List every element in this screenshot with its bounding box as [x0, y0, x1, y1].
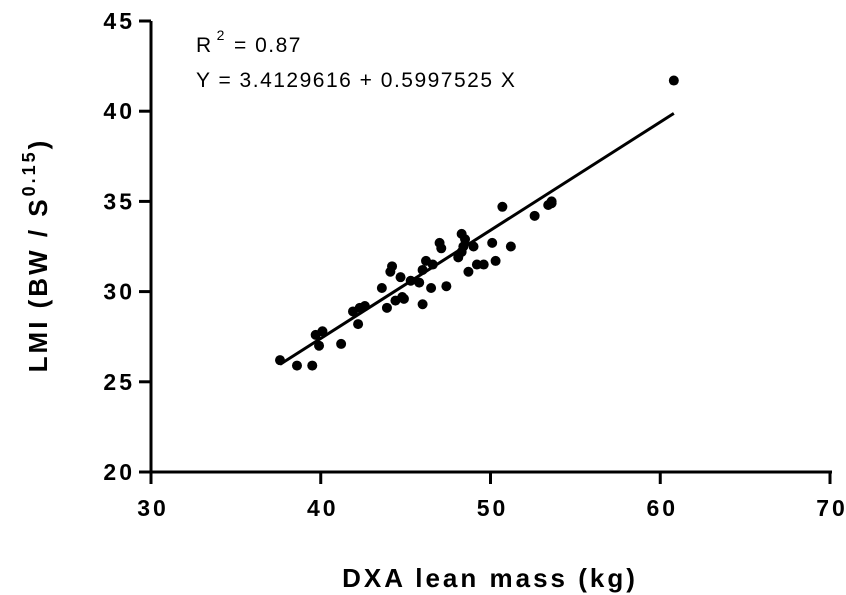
data-point [291, 360, 302, 371]
y-axis-title: LMI (BW / S0.15) [19, 138, 53, 373]
data-point [336, 338, 347, 349]
data-point [314, 340, 325, 351]
y-tick-label: 30 [103, 279, 135, 305]
y-axis-title-close: ) [23, 138, 53, 150]
data-point [359, 301, 370, 312]
y-tick-label: 40 [103, 98, 135, 124]
data-point [417, 299, 428, 310]
y-axis-title-superscript: 0.15 [19, 149, 39, 196]
regression-equation: Y = 3.4129616 + 0.5997525 X [196, 69, 516, 92]
data-point [426, 282, 437, 293]
y-tick-label: 25 [103, 369, 135, 395]
y-axis-title-main: LMI (BW / S [23, 196, 53, 372]
data-point [436, 243, 447, 254]
y-axis-ticks: 20 25 30 35 40 45 [103, 8, 151, 485]
data-point [405, 275, 416, 286]
x-axis-ticks: 30 40 50 60 70 [137, 472, 846, 521]
y-tick-label: 20 [103, 459, 135, 485]
data-point [414, 277, 425, 288]
data-point [376, 282, 387, 293]
r-squared-value: = 0.87 [234, 34, 302, 57]
r-squared-superscript: 2 [217, 27, 226, 43]
data-point [468, 241, 479, 252]
x-tick-label: 70 [816, 495, 846, 521]
data-point [487, 237, 498, 248]
data-point [490, 255, 501, 266]
x-tick-label: 50 [477, 495, 509, 521]
data-points [275, 75, 679, 371]
data-point [395, 272, 406, 283]
data-point [417, 264, 428, 275]
regression-line [279, 112, 675, 366]
data-point [275, 355, 286, 366]
data-point [427, 259, 438, 270]
y-tick-label: 35 [103, 188, 135, 214]
r-squared-annotation: R 2 = 0.87 [196, 27, 302, 57]
data-point [497, 201, 508, 212]
regression-line-group [279, 112, 675, 366]
data-point [307, 360, 318, 371]
y-tick-label: 45 [103, 8, 135, 34]
data-point [441, 281, 452, 292]
x-tick-label: 30 [137, 495, 169, 521]
x-axis-title: DXA lean mass (kg) [342, 563, 638, 593]
data-point [529, 210, 540, 221]
data-point [387, 261, 398, 272]
data-point [546, 196, 557, 207]
data-point [353, 319, 364, 330]
data-point [463, 266, 474, 277]
data-point [398, 293, 409, 304]
data-point [505, 241, 516, 252]
x-tick-label: 60 [646, 495, 678, 521]
x-tick-label: 40 [307, 495, 339, 521]
r-squared-symbol: R [196, 34, 213, 57]
data-point [668, 75, 679, 86]
data-point [317, 326, 328, 337]
data-point [460, 234, 471, 245]
data-point [478, 259, 489, 270]
data-point [381, 302, 392, 313]
